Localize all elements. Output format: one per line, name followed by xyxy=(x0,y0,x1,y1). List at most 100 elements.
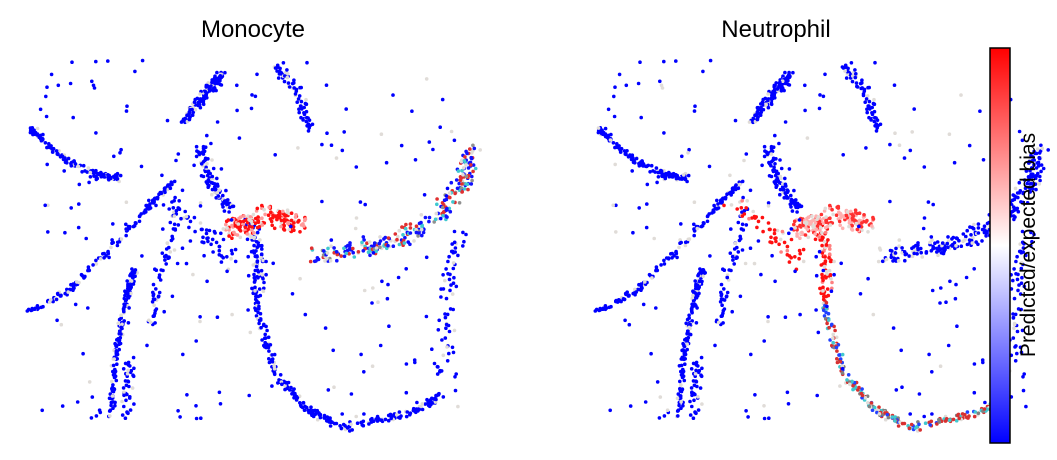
cell-point xyxy=(830,343,834,348)
cell-point xyxy=(253,268,258,273)
cell-point xyxy=(245,237,250,242)
cell-point xyxy=(309,246,314,250)
cell-point xyxy=(469,182,474,186)
cell-point xyxy=(966,416,970,420)
cell-point xyxy=(246,254,250,259)
cell-point xyxy=(229,256,233,261)
cell-point xyxy=(263,212,267,217)
cell-point xyxy=(250,225,254,229)
cell-point xyxy=(47,300,52,304)
cell-point xyxy=(752,214,757,219)
cell-point xyxy=(117,342,121,347)
cell-point xyxy=(378,235,382,239)
cell-point xyxy=(1024,169,1029,173)
cell-point xyxy=(725,275,730,280)
cell-point xyxy=(739,227,744,231)
cell-point xyxy=(272,371,277,375)
cell-point xyxy=(609,132,613,137)
cell-point xyxy=(738,237,743,241)
cell-point xyxy=(45,85,49,89)
cell-point xyxy=(869,401,874,405)
cell-point xyxy=(892,83,897,87)
cell-point xyxy=(1019,266,1024,271)
cell-point xyxy=(123,303,127,307)
cell-point xyxy=(292,78,296,82)
cell-point xyxy=(759,110,764,114)
cell-point xyxy=(121,386,126,390)
cell-point xyxy=(113,173,118,177)
cell-point xyxy=(872,109,877,114)
cell-point xyxy=(785,244,790,249)
cell-point xyxy=(184,261,189,266)
cell-point xyxy=(464,163,468,167)
cell-point xyxy=(655,180,659,185)
cell-point xyxy=(235,108,239,113)
cell-point xyxy=(954,282,958,287)
cell-point xyxy=(963,237,967,242)
cell-point xyxy=(371,286,375,290)
cell-point xyxy=(172,222,177,227)
cell-point xyxy=(826,311,831,316)
cell-point xyxy=(705,219,710,224)
cell-point xyxy=(326,388,331,392)
cell-point xyxy=(683,357,687,361)
cell-point xyxy=(679,400,683,404)
cell-point xyxy=(378,245,382,250)
cell-point xyxy=(681,403,685,408)
cell-point xyxy=(617,72,622,77)
cell-point xyxy=(1016,307,1021,311)
cell-point xyxy=(263,332,268,337)
cell-point xyxy=(198,201,203,205)
cell-point xyxy=(445,215,449,219)
cell-point xyxy=(654,306,658,310)
cell-point xyxy=(783,70,787,75)
cell-point xyxy=(800,230,804,235)
cell-point xyxy=(789,237,794,242)
cell-point xyxy=(664,171,668,176)
cell-point xyxy=(304,109,309,114)
cell-point xyxy=(198,92,202,96)
cell-point xyxy=(228,205,232,210)
cell-point xyxy=(139,164,144,169)
cell-point xyxy=(653,170,657,174)
cell-point xyxy=(1014,259,1018,264)
cell-point xyxy=(691,289,695,294)
cell-point xyxy=(176,409,180,413)
cell-point xyxy=(386,243,390,248)
cell-point xyxy=(464,232,468,237)
cell-point xyxy=(865,94,870,98)
cell-point xyxy=(201,102,206,107)
cell-point xyxy=(849,61,854,65)
cell-point xyxy=(237,227,242,232)
cell-point xyxy=(172,214,177,218)
cell-point xyxy=(238,215,243,219)
cell-point xyxy=(971,226,976,231)
cell-point xyxy=(777,242,781,247)
cell-point xyxy=(635,287,640,292)
cell-point xyxy=(860,86,864,90)
cell-point xyxy=(211,166,216,171)
cell-point xyxy=(250,286,254,291)
cell-point xyxy=(445,206,449,211)
cell-point xyxy=(258,238,262,242)
cell-point xyxy=(874,122,879,126)
cell-point xyxy=(247,217,251,222)
cell-point xyxy=(215,191,220,195)
cell-point xyxy=(829,276,833,281)
cell-point xyxy=(877,412,882,416)
cell-point xyxy=(798,236,802,240)
cell-point xyxy=(1033,151,1037,156)
cell-point xyxy=(649,163,654,168)
cell-point xyxy=(292,86,297,90)
cell-point xyxy=(177,199,181,203)
cell-point xyxy=(775,87,780,91)
cell-point xyxy=(453,191,457,196)
cell-point xyxy=(81,351,85,356)
cell-point xyxy=(1020,229,1025,234)
cell-point xyxy=(260,216,264,220)
cell-point xyxy=(816,330,821,335)
cell-point xyxy=(859,225,864,229)
cell-point xyxy=(814,227,818,231)
cell-point xyxy=(349,422,353,427)
cell-point xyxy=(215,80,220,84)
